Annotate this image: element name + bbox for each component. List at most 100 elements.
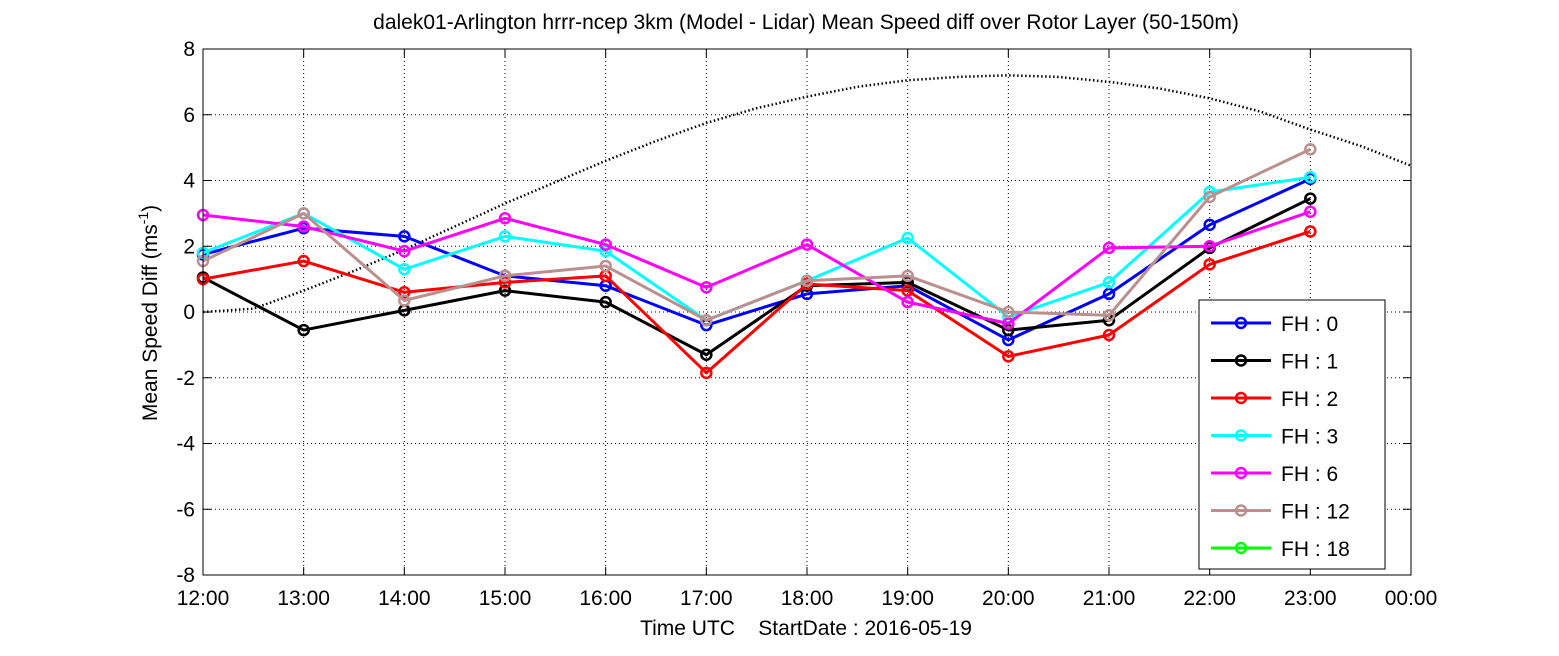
- legend-label: FH : 1: [1281, 351, 1338, 374]
- data-point: [398, 230, 411, 243]
- data-point: [1304, 225, 1317, 238]
- data-point: [901, 231, 914, 245]
- data-point: [599, 238, 612, 251]
- legend-swatch-marker: [1234, 354, 1248, 367]
- series-layer: [196, 143, 1317, 380]
- legend-item: FH : 1: [1211, 351, 1338, 374]
- data-point: [297, 254, 310, 268]
- data-point: [1002, 350, 1015, 363]
- y-tick-label: 0: [183, 301, 195, 324]
- data-point: [498, 284, 512, 297]
- reference-curve-layer: [202, 74, 1412, 314]
- y-tick-label: 6: [183, 104, 195, 127]
- legend-swatch-marker: [1234, 429, 1248, 442]
- y-tick-label: -2: [176, 367, 195, 390]
- legend: FH : 0 FH : 1 FH : 2 FH : 3 FH : 6 FH : 12 FH …: [1198, 299, 1386, 570]
- data-point: [1304, 205, 1317, 218]
- chart-title: dalek01-Arlington hrrr-ncep 3km (Model -…: [373, 11, 1239, 34]
- data-point: [901, 269, 914, 283]
- y-tick-labels: 8 6 4 2 0 -2 -4 -6 -8: [176, 38, 195, 587]
- data-point: [1304, 192, 1317, 205]
- y-tick-label: 2: [183, 235, 195, 258]
- y-axis-label-close: ): [139, 205, 162, 212]
- legend-label: FH : 18: [1281, 538, 1350, 561]
- x-axis-label-spacer: [735, 617, 758, 640]
- data-point: [398, 286, 411, 299]
- data-point: [297, 323, 310, 337]
- x-tick-label: 18:00: [781, 587, 834, 610]
- data-point: [599, 259, 612, 273]
- data-point: [1102, 309, 1116, 322]
- reference-curve: [202, 74, 1412, 314]
- legend-swatch-marker: [1234, 466, 1248, 480]
- data-point: [1002, 305, 1015, 319]
- legend-label: FH : 2: [1281, 388, 1338, 411]
- x-tick-label: 00:00: [1385, 587, 1438, 610]
- x-tick-labels: 12:00 13:00 14:00 15:00 16:00 17:00 18:00 19:00…: [177, 587, 1438, 610]
- data-point: [1102, 241, 1116, 255]
- data-point: [1002, 317, 1015, 330]
- y-axis-label-superscript: -1: [135, 212, 151, 225]
- data-point: [1304, 170, 1317, 184]
- data-point: [297, 207, 310, 220]
- y-tick-label: 4: [183, 170, 195, 193]
- data-point: [800, 238, 814, 251]
- data-point: [1203, 190, 1216, 204]
- x-tick-label: 13:00: [277, 587, 330, 610]
- legend-swatch-marker: [1234, 541, 1248, 555]
- legend-item: FH : 3: [1211, 426, 1338, 449]
- data-point: [498, 230, 512, 243]
- series-5: [196, 143, 1317, 327]
- axis-ticks: [202, 48, 1412, 576]
- data-point: [1203, 258, 1216, 271]
- y-tick-label: -6: [176, 498, 195, 521]
- series-4: [196, 205, 1317, 330]
- data-point: [398, 294, 411, 307]
- x-tick-label: 22:00: [1183, 587, 1236, 610]
- legend-items: FH : 0 FH : 1 FH : 2 FH : 3 FH : 6 FH : 12 FH …: [1211, 313, 1350, 561]
- y-axis-label: Mean Speed Diff (ms-1): [135, 205, 162, 421]
- y-tick-label: 8: [183, 38, 195, 61]
- legend-item: FH : 0: [1211, 313, 1338, 336]
- legend-label: FH : 0: [1281, 313, 1338, 336]
- legend-item: FH : 18: [1211, 538, 1350, 561]
- x-axis-label-time: Time UTC: [640, 617, 735, 640]
- x-tick-label: 16:00: [579, 587, 632, 610]
- data-point: [901, 284, 914, 297]
- x-tick-label: 12:00: [177, 587, 230, 610]
- x-axis-label-startdate: StartDate : 2016-05-19: [758, 617, 972, 640]
- data-point: [700, 348, 713, 361]
- data-point: [398, 263, 411, 276]
- series-line: [202, 210, 1311, 326]
- data-point: [1203, 218, 1216, 232]
- data-point: [1102, 276, 1116, 289]
- legend-item: FH : 2: [1211, 388, 1338, 411]
- data-point: [1002, 323, 1015, 337]
- data-point: [1102, 287, 1116, 301]
- x-tick-label: 14:00: [378, 587, 431, 610]
- data-point: [1102, 328, 1116, 342]
- data-point: [800, 274, 814, 288]
- data-point: [901, 295, 914, 309]
- series-line: [202, 177, 1311, 342]
- x-axis-label: Time UTC StartDate : 2016-05-19: [640, 617, 972, 640]
- legend-swatch-marker: [1234, 504, 1248, 517]
- x-tick-label: 23:00: [1284, 587, 1337, 610]
- data-point: [398, 244, 411, 258]
- data-point: [297, 220, 310, 233]
- data-point: [498, 212, 512, 225]
- data-point: [1203, 240, 1216, 253]
- legend-item: FH : 12: [1211, 501, 1350, 524]
- data-point: [700, 313, 713, 327]
- data-point: [498, 276, 512, 289]
- data-point: [498, 269, 512, 283]
- data-point: [700, 366, 713, 380]
- series-line: [202, 197, 1311, 357]
- legend-label: FH : 12: [1281, 501, 1350, 524]
- data-point: [599, 295, 612, 309]
- data-point: [1304, 143, 1317, 156]
- x-tick-label: 17:00: [680, 587, 733, 610]
- x-tick-label: 19:00: [881, 587, 934, 610]
- legend-item: FH : 6: [1211, 463, 1338, 486]
